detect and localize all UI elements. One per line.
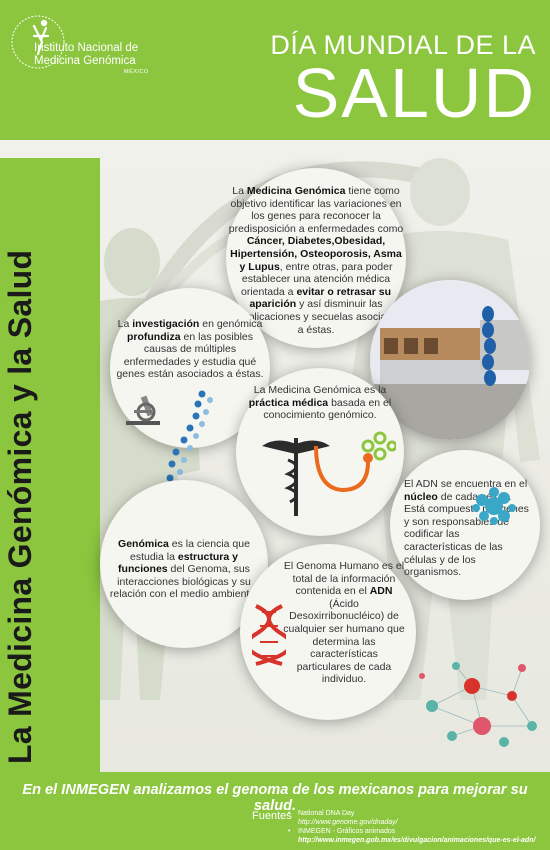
txt: El ADN se encuentra en el [404,478,528,490]
txt: El Genoma Humano es el total de la infor… [283,560,405,598]
txt: en genómica [199,318,263,330]
side-band [0,158,100,772]
txt: La [232,185,247,197]
txt: tiene como objetivo identificar las vari… [228,185,404,235]
bold-nucleus: núcleo [404,490,438,503]
source-item: http://www.genome.gov/dnaday/ [288,818,535,827]
slogan: En el INMEGEN analizamos el genoma de lo… [22,782,528,814]
bold-practice: práctica médica [248,396,329,409]
microscope-icon [126,395,160,425]
txt: basada en el conocimiento genómico. [263,396,392,422]
txt: La Medicina Genómica es la [253,384,387,396]
txt: del Genoma, sus interacciones biológicas… [109,563,259,601]
bullet-icon: • [288,810,291,817]
text-human-genome: El Genoma Humano es el total de la infor… [282,560,406,686]
text-medical-practice: La Medicina Genómica es la práctica médi… [242,384,398,422]
txt: es la ciencia que estudia la [130,538,250,563]
bold-prevent: evitar o retrasar su aparición [249,285,392,311]
source-title: INMEGEN - Gráficos animados [298,828,396,835]
bullet-icon: • [288,828,291,835]
logo-line-1: Instituto Nacional de [34,42,139,54]
logo-country: MÉXICO [124,69,149,75]
circle-human-genome [240,544,416,720]
source-item: • INMEGEN - Gráficos animados [288,827,535,836]
source-item: http://www.inmegen.gob.mx/es/divulgacion… [288,836,535,845]
side-title: La Medicina Genómica y la Salud [2,249,38,764]
txt: y así disminuir las complicaciones y sec… [228,298,404,336]
inmegen-logo[interactable]: Instituto Nacional de Medicina Genómica … [8,12,168,82]
bold-term: Medicina Genómica [246,185,346,197]
title-line-2: SALUD [292,54,536,132]
header-band [0,0,550,140]
logo-line-2: Medicina Genómica [34,55,136,67]
txt: (Ácido Desoxirribonucléico) de cualquier… [283,597,405,686]
bold-deepens: profundiza [126,330,181,343]
bold-research: investigación [132,318,200,330]
source-item: • National DNA Day [288,809,535,818]
txt: La [117,318,133,330]
title-line-1: DÍA MUNDIAL DE LA [270,30,536,60]
bold-genomics: Genómica [118,538,169,550]
txt: en las posibles causas de múltiples enfe… [116,330,264,381]
bold-structure: estructura y funciones [118,550,238,576]
text-genomics: Genómica es la ciencia que estudia la es… [104,538,264,601]
circle-genomic-medicine [226,168,406,348]
logo-name: Instituto Nacional de Medicina Genómica [34,42,138,68]
bold-dna: ADN [369,585,393,598]
source-link[interactable]: http://www.inmegen.gob.mx/es/divulgacion… [298,837,536,844]
logo-ring-icon [11,15,65,69]
caduceus-stethoscope-icon [262,431,396,516]
cell-nucleus-icon [472,487,516,525]
source-link[interactable]: http://www.genome.gov/dnaday/ [298,819,398,826]
text-research: La investigación en genómica profundiza … [112,318,268,381]
source-title: National DNA Day [298,810,355,817]
text-genomic-medicine: La Medicina Genómica tiene como objetivo… [228,185,404,336]
txt: , entre otras, para poder establecer una… [240,260,393,298]
dna-helix-red-icon [252,604,286,666]
sources-list: • National DNA Day http://www.genome.gov/… [288,809,535,845]
footer-band [0,772,550,850]
sources-label: Fuentes [252,810,292,822]
molecule-network-icon [419,662,537,747]
circle-dna-nucleus [390,450,540,600]
bold-diseases: Cáncer, Diabetes,Obesidad, Hipertensión,… [230,235,402,273]
